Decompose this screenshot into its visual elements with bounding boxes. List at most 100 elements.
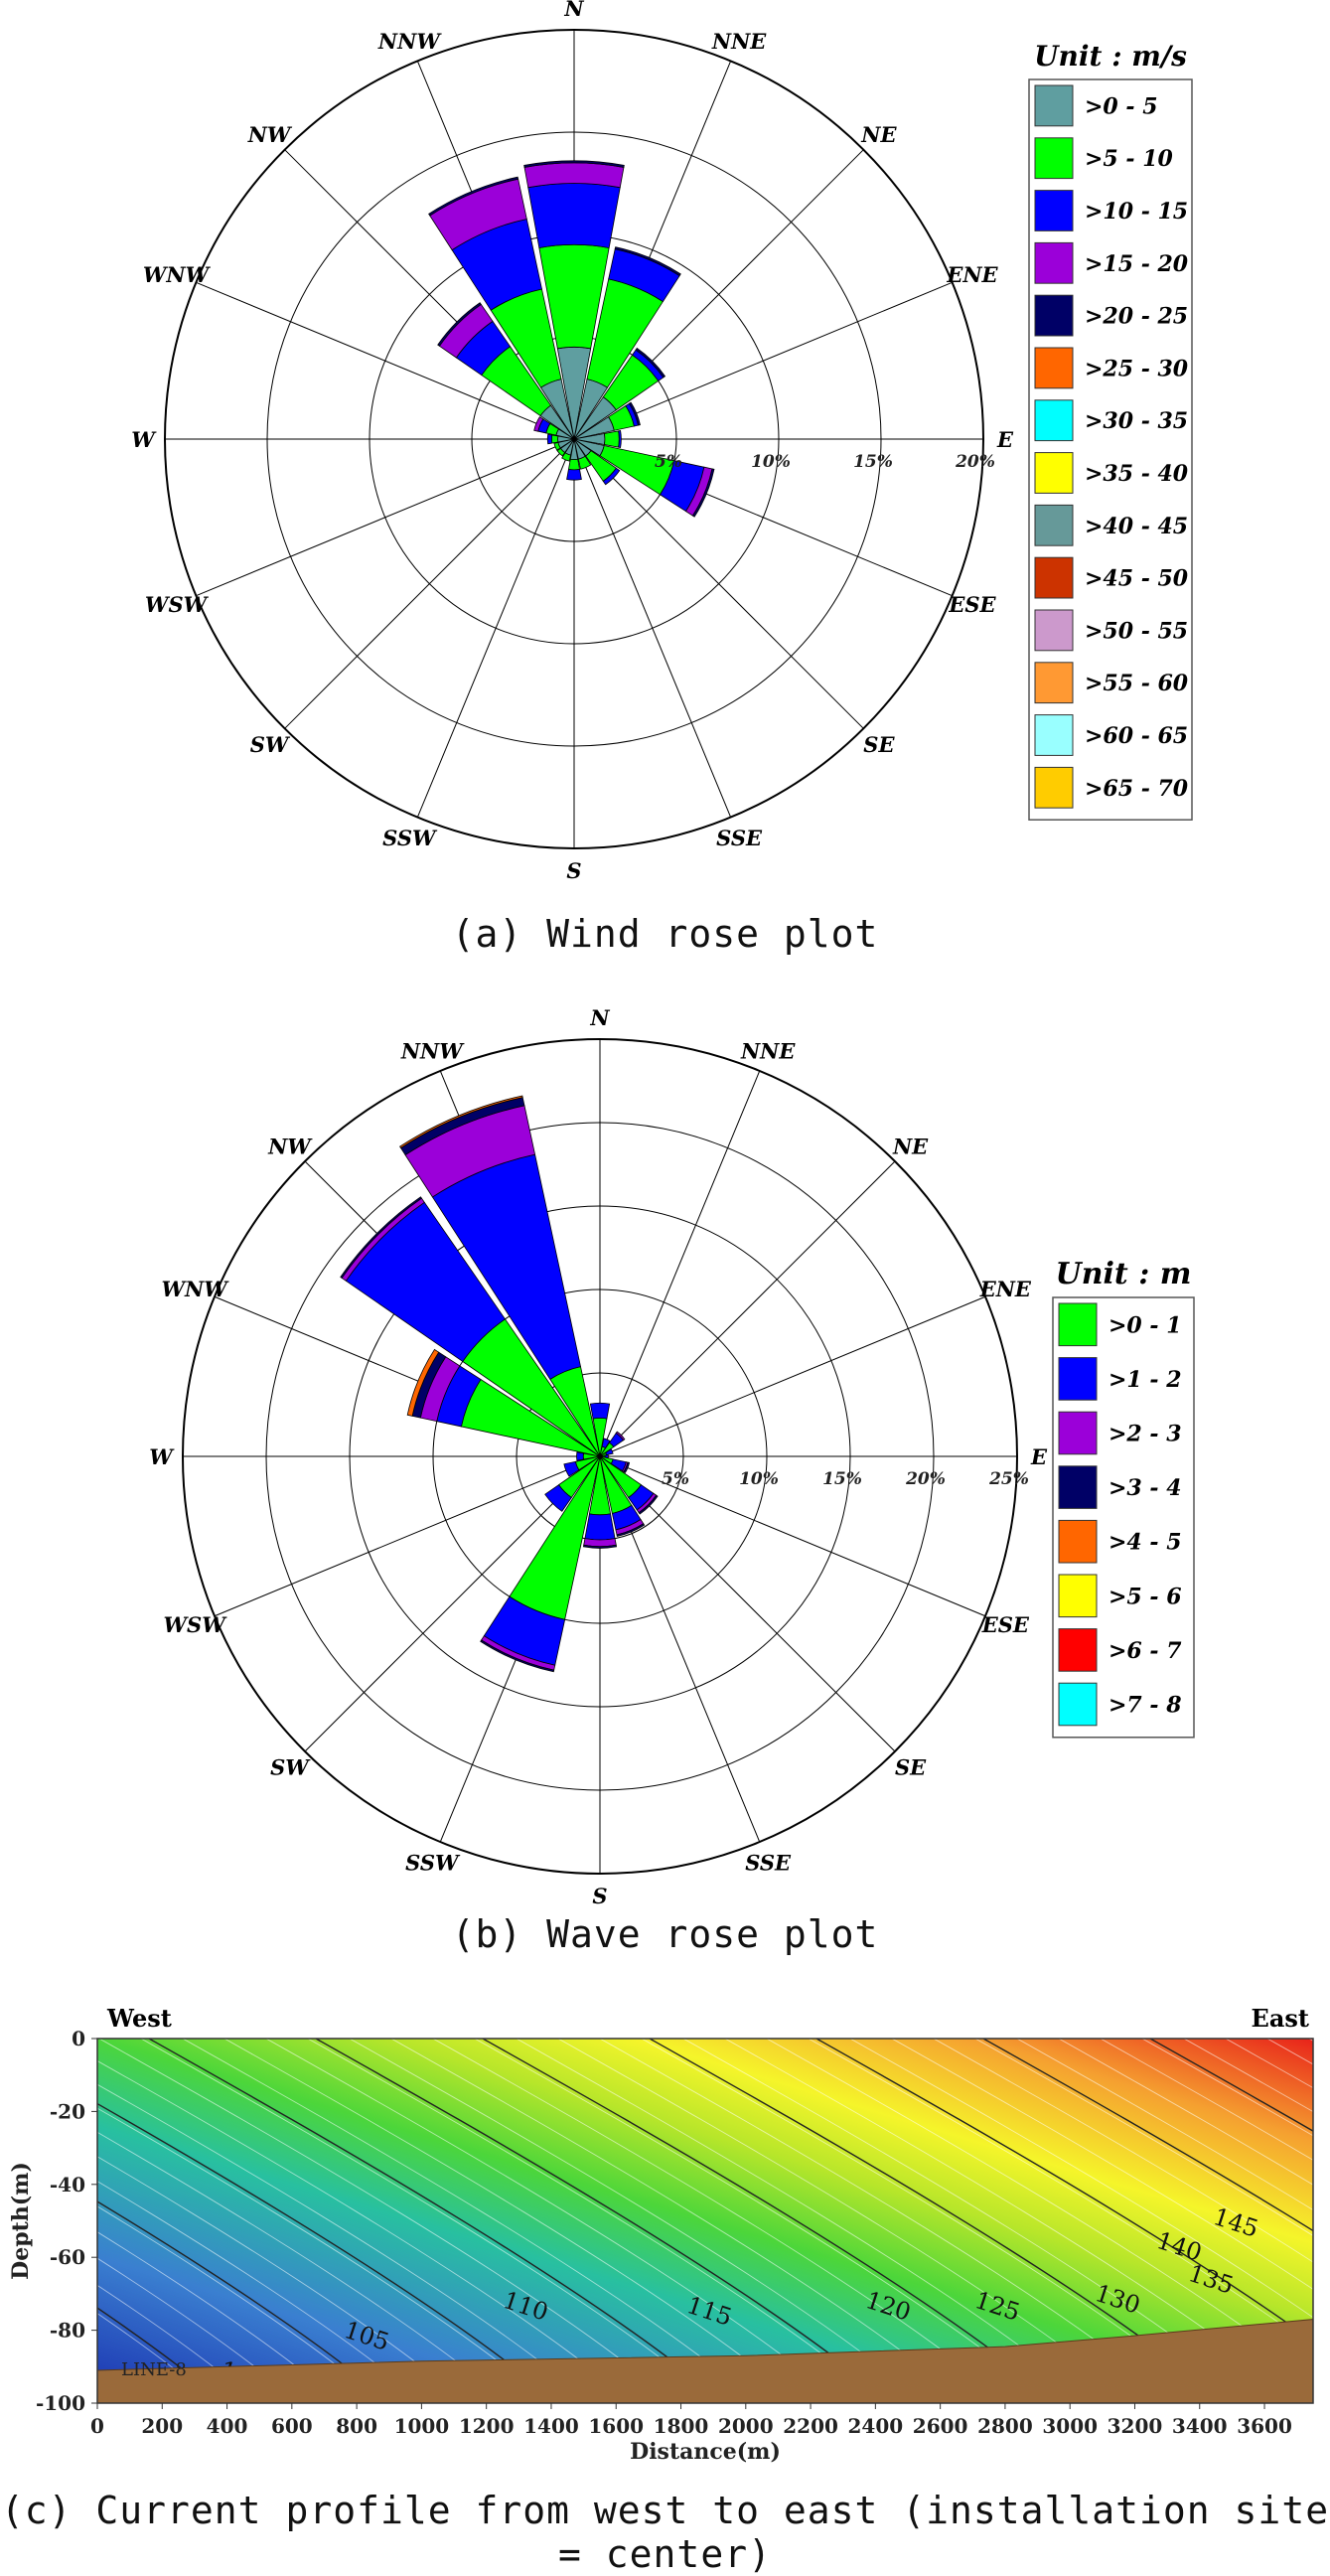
rose-wedge-wsw	[563, 1460, 580, 1477]
legend-swatch	[1058, 1682, 1098, 1727]
direction-label-ssw: SSW	[405, 1850, 461, 1875]
rose-wedge-s	[567, 458, 581, 471]
direction-label-nw: NW	[247, 122, 293, 147]
legend-swatch	[1058, 1302, 1098, 1347]
legend-entry: >5 - 10	[1085, 146, 1173, 172]
direction-label-s: S	[592, 1884, 607, 1908]
rose-wedge-se	[602, 467, 621, 486]
x-tick-label: 600	[271, 2414, 313, 2438]
direction-label-wnw: WNW	[161, 1277, 229, 1301]
rose-spoke	[599, 1455, 986, 1617]
contour-isoline-minor	[265, 2038, 843, 2404]
legend-swatch	[1058, 1465, 1098, 1509]
rose-spoke	[599, 1295, 986, 1457]
wind-rose-panel: 5% 10% 15% 20% N NNE NE ENE E ESE SE SSE S SSW SW WSW W W…	[0, 0, 1330, 993]
radial-tick-label: 15%	[853, 452, 893, 472]
direction-label-n: N	[563, 0, 584, 21]
direction-label-ne: NE	[892, 1134, 929, 1158]
wind-rose-chart: 5% 10% 15% 20% N NNE NE ENE E ESE SE SSE S SSW SW WSW W W…	[131, 0, 1193, 883]
rose-wedge-nw	[437, 302, 482, 347]
legend-entry: >2 - 3	[1108, 1422, 1182, 1447]
rose-spoke	[196, 281, 575, 440]
contour-isoline-major	[315, 2038, 893, 2404]
rose-wedge-nnw	[428, 176, 519, 217]
x-tick-label: 3400	[1172, 2414, 1228, 2438]
direction-label-n: N	[589, 1005, 610, 1030]
x-tick-label: 1200	[459, 2414, 515, 2438]
east-label: East	[1252, 2004, 1309, 2033]
top-margin-mask	[0, 1987, 1330, 2039]
rose-wedge-ene	[605, 1448, 614, 1456]
rose-wedge-e	[618, 430, 622, 448]
contour-isoline-minor	[182, 2038, 760, 2404]
legend-entry: >35 - 40	[1085, 461, 1189, 487]
legend-entry: >15 - 20	[1085, 251, 1189, 277]
legend-swatch	[1034, 766, 1074, 809]
rose-wedge-ese	[623, 1461, 631, 1473]
legend-swatch	[1034, 714, 1074, 756]
x-tick-label: 3000	[1042, 2414, 1098, 2438]
rose-spoke	[304, 1455, 601, 1752]
legend-entry: >6 - 7	[1108, 1638, 1182, 1664]
x-tick-label: 400	[207, 2414, 248, 2438]
rose-wedge-w	[576, 1451, 584, 1461]
contour-isoline-minor	[1141, 2038, 1330, 2147]
y-tick-label: -100	[36, 2391, 85, 2415]
rose-spoke	[214, 1455, 601, 1617]
wind-rose-caption: (a) Wind rose plot	[451, 912, 879, 956]
legend-entry: >60 - 65	[1085, 723, 1188, 749]
legend-swatch	[1034, 399, 1074, 442]
legend-entry: >65 - 70	[1085, 776, 1189, 802]
rose-wedge-w	[550, 434, 559, 444]
legend-swatch	[1034, 609, 1074, 652]
rose-wedge-s	[566, 468, 582, 481]
direction-label-e: E	[996, 427, 1014, 452]
contour-isoline-minor	[933, 2038, 1330, 2274]
x-tick-label: 1000	[394, 2414, 450, 2438]
legend-swatch	[1058, 1628, 1098, 1672]
y-tick-label: -20	[50, 2099, 85, 2123]
wave-rose-chart: 5% 10% 15% 20% 25% N NNE NE ENE E ESE SE SSE S SSW SW WS…	[149, 1005, 1195, 1908]
x-tick-label: 800	[336, 2414, 377, 2438]
rose-wedge-s	[582, 1544, 618, 1549]
legend-entry: >4 - 5	[1108, 1530, 1182, 1556]
contour-isoline-minor	[223, 2038, 802, 2404]
wave-rose-caption: (b) Wave rose plot	[451, 1912, 879, 1956]
contour-isoline-minor	[974, 2038, 1330, 2247]
rose-spoke	[573, 281, 953, 440]
rose-wedge-nnw	[399, 1095, 523, 1149]
legend-entry: >45 - 50	[1085, 566, 1189, 592]
rose-wedge-n	[527, 183, 621, 248]
legend-swatch	[1034, 347, 1074, 389]
direction-label-ese: ESE	[981, 1612, 1030, 1637]
line-label: LINE-8	[121, 2359, 187, 2380]
direction-label-ssw: SSW	[382, 826, 438, 850]
rose-spoke	[416, 438, 575, 818]
contour-isoline-major	[982, 2038, 1330, 2242]
rose-spoke	[599, 1070, 761, 1457]
direction-label-e: E	[1030, 1444, 1048, 1469]
legend-swatch	[1034, 662, 1074, 704]
radial-tick-label: 5%	[655, 452, 682, 472]
legend-swatch	[1058, 1574, 1098, 1618]
legend-title: Unit : m/s	[1034, 40, 1187, 73]
rose-wedge-e	[603, 430, 620, 448]
x-tick-label: 2400	[848, 2414, 904, 2438]
direction-label-w: W	[149, 1444, 175, 1469]
x-tick-label: 2000	[718, 2414, 774, 2438]
legend-swatch	[1034, 241, 1074, 284]
contour-isoline-major	[0, 2243, 225, 2404]
direction-label-nnw: NNW	[377, 29, 442, 54]
rose-wedge-wnw	[533, 416, 544, 432]
rose-wedge-sse	[616, 1523, 646, 1537]
direction-label-wsw: WSW	[163, 1612, 227, 1637]
contour-isoline-major	[0, 2143, 392, 2404]
west-label: West	[106, 2004, 172, 2033]
contour-isoline-minor	[57, 2038, 635, 2404]
contour-isoline-minor	[307, 2038, 885, 2404]
x-tick-label: 1800	[654, 2414, 709, 2438]
legend-entry: >20 - 25	[1085, 304, 1188, 330]
x-tick-label: 3600	[1237, 2414, 1292, 2438]
rose-wedge-s	[583, 1538, 617, 1548]
y-tick-label: -80	[50, 2319, 85, 2343]
